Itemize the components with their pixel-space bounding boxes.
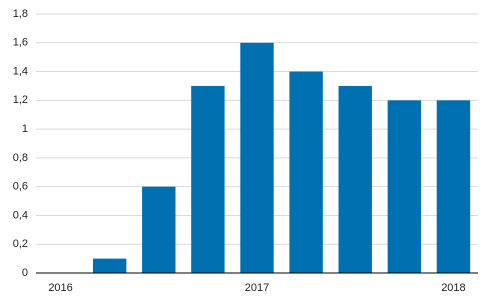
bar <box>436 100 471 273</box>
y-tick-label: 0,6 <box>13 181 28 193</box>
bar <box>92 258 127 273</box>
y-tick-label: 1,8 <box>13 8 28 20</box>
y-tick-label: 0,2 <box>13 238 28 250</box>
y-tick-label: 1 <box>22 123 28 135</box>
y-tick-label: 1,4 <box>13 65 28 77</box>
bar <box>289 71 323 273</box>
bar <box>387 100 422 273</box>
x-tick-label: 2016 <box>48 282 72 294</box>
y-tick-label: 1,2 <box>13 94 28 106</box>
bar <box>142 186 176 273</box>
y-tick-label: 0 <box>22 267 28 279</box>
y-tick-label: 0,8 <box>13 152 28 164</box>
y-tick-label: 0,4 <box>13 209 28 221</box>
bar <box>338 85 372 273</box>
bar <box>240 42 274 274</box>
x-tick-label: 2017 <box>245 282 269 294</box>
x-tick-label: 2018 <box>441 282 465 294</box>
y-tick-label: 1,6 <box>13 37 28 49</box>
bar <box>191 85 225 273</box>
